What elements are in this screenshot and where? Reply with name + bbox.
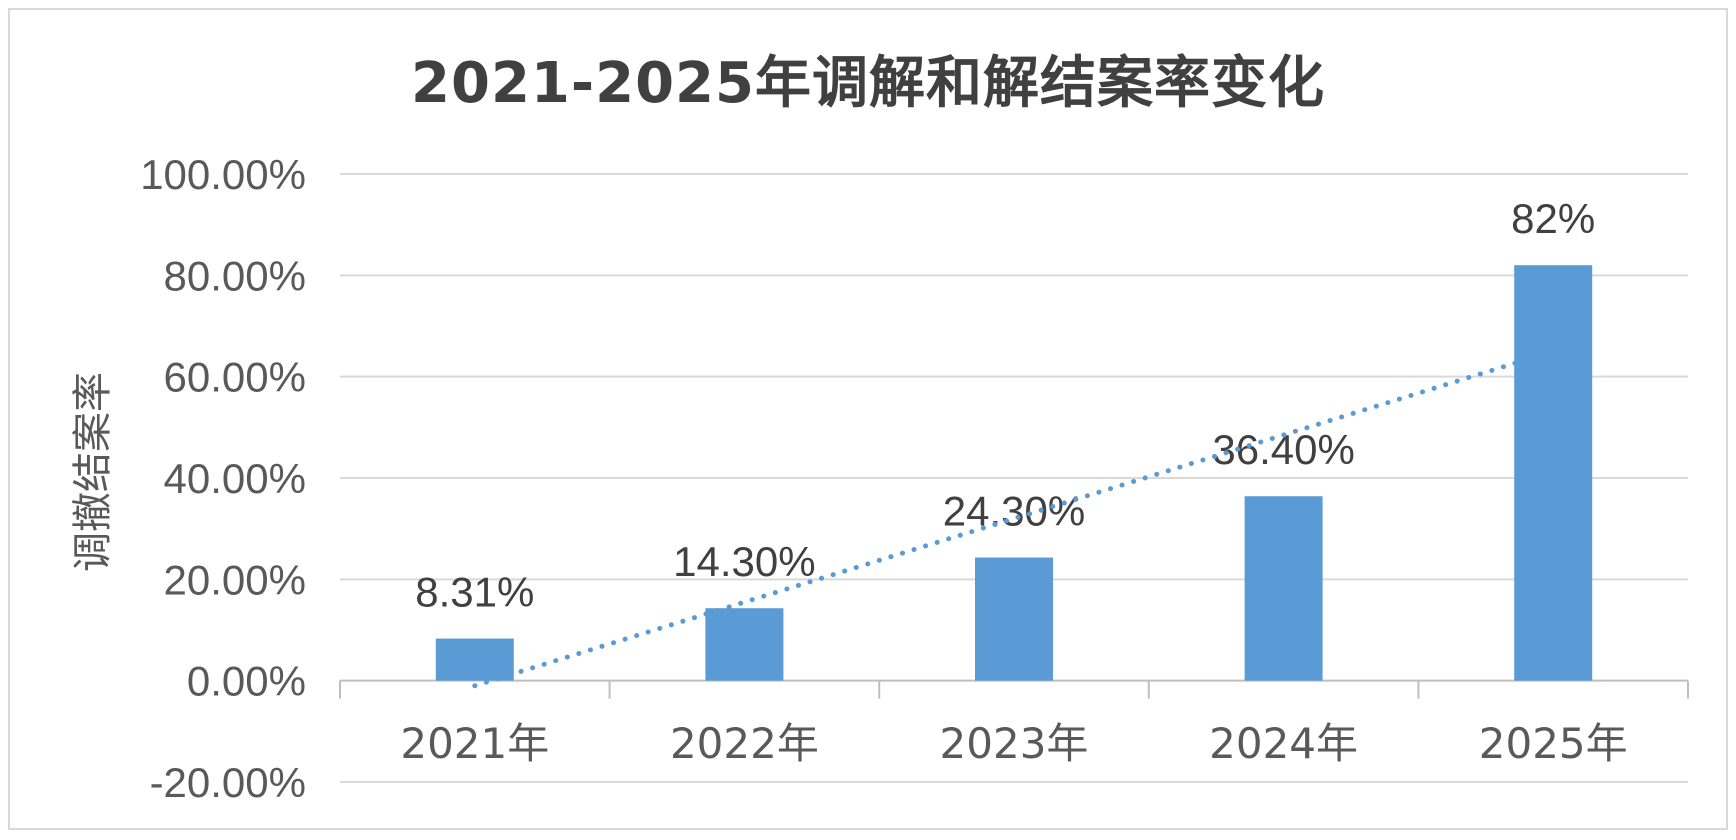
- bar: [1514, 265, 1593, 681]
- bar: [705, 608, 784, 681]
- data-label: 82%: [1511, 195, 1595, 242]
- chart-title: 2021-2025年调解和解结案率变化: [411, 51, 1325, 116]
- x-tick-label: 2025年: [1479, 719, 1628, 768]
- data-label: 14.30%: [673, 538, 815, 585]
- x-tick-label: 2023年: [940, 719, 1089, 768]
- y-tick-label: 40.00%: [164, 455, 306, 502]
- y-tick-label: -20.00%: [150, 759, 306, 806]
- y-tick-label: 20.00%: [164, 556, 306, 603]
- data-label: 24.30%: [943, 488, 1085, 535]
- x-tick-label: 2022年: [670, 719, 819, 768]
- y-tick-label: 100.00%: [140, 151, 306, 198]
- y-tick-label: 80.00%: [164, 252, 306, 299]
- x-tick-label: 2021年: [400, 719, 549, 768]
- bar: [975, 557, 1053, 681]
- y-tick-label: 0.00%: [187, 658, 306, 705]
- chart-frame: [8, 8, 1728, 830]
- bar: [435, 638, 514, 681]
- y-tick-label: 60.00%: [164, 354, 306, 401]
- data-label: 8.31%: [415, 569, 534, 616]
- bar: [1244, 496, 1323, 681]
- x-tick-label: 2024年: [1209, 719, 1358, 768]
